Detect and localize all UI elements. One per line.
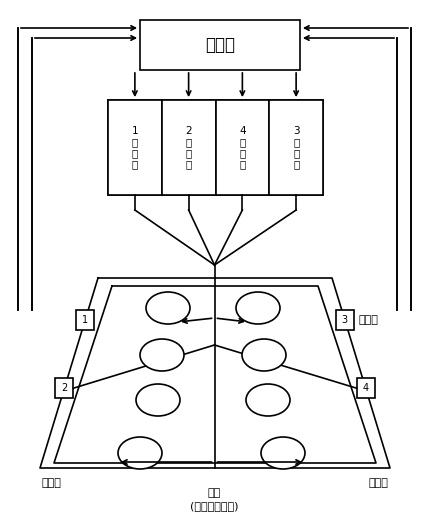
Bar <box>108 100 162 195</box>
Text: 灯管
(相同使用时间): 灯管 (相同使用时间) <box>190 488 239 511</box>
Ellipse shape <box>140 339 184 371</box>
Text: 2: 2 <box>61 383 67 393</box>
Bar <box>269 100 323 195</box>
Ellipse shape <box>146 292 190 324</box>
Text: 4: 4 <box>363 383 369 393</box>
Ellipse shape <box>236 292 280 324</box>
Text: 1
整
流
器: 1 整 流 器 <box>132 126 138 169</box>
Ellipse shape <box>136 384 180 416</box>
Text: 样品架: 样品架 <box>42 478 62 488</box>
Bar <box>215 100 269 195</box>
Ellipse shape <box>261 437 305 469</box>
Text: 传感器: 传感器 <box>359 315 379 325</box>
Bar <box>140 20 300 70</box>
Bar <box>162 100 215 195</box>
Bar <box>356 378 375 398</box>
Bar <box>76 310 94 330</box>
Text: 4
整
流
器: 4 整 流 器 <box>239 126 246 169</box>
Ellipse shape <box>246 384 290 416</box>
Text: 3: 3 <box>341 315 348 325</box>
Text: 控制器: 控制器 <box>205 36 235 54</box>
Bar <box>336 310 354 330</box>
Text: 1: 1 <box>82 315 88 325</box>
Ellipse shape <box>118 437 162 469</box>
Text: 样品架: 样品架 <box>368 478 388 488</box>
Ellipse shape <box>242 339 286 371</box>
Bar <box>108 100 323 195</box>
Text: 3
整
流
器: 3 整 流 器 <box>293 126 299 169</box>
Bar <box>55 378 73 398</box>
Text: 2
整
流
器: 2 整 流 器 <box>185 126 192 169</box>
